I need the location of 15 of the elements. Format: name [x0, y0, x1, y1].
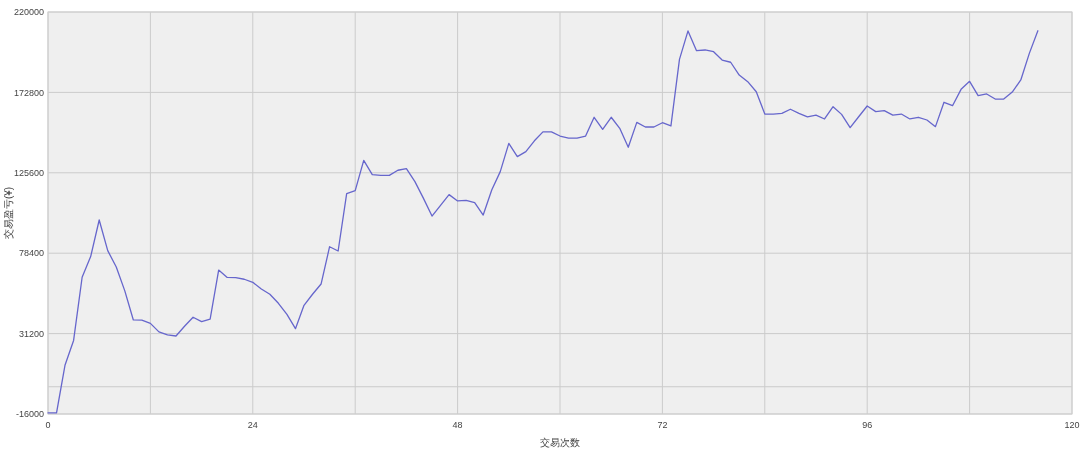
- y-tick-label: 220000: [13, 7, 44, 18]
- y-tick-label: -16000: [15, 409, 44, 420]
- y-axis-title: 交易盈亏(¥): [3, 186, 14, 240]
- y-tick-label: 31200: [18, 328, 44, 339]
- x-tick-label: 96: [862, 420, 873, 430]
- x-tick-label: 24: [247, 420, 258, 430]
- x-axis-title: 交易次数: [540, 437, 580, 448]
- y-tick-label: 125600: [13, 167, 44, 178]
- x-tick-label: 72: [657, 420, 668, 430]
- line-series: [47, 30, 1039, 414]
- x-tick-label: 0: [45, 420, 51, 430]
- x-tick-label: 120: [1064, 420, 1080, 430]
- y-tick-label: 78400: [18, 248, 44, 259]
- y-tick-label: 172800: [13, 87, 44, 98]
- x-tick-label: 48: [452, 420, 463, 430]
